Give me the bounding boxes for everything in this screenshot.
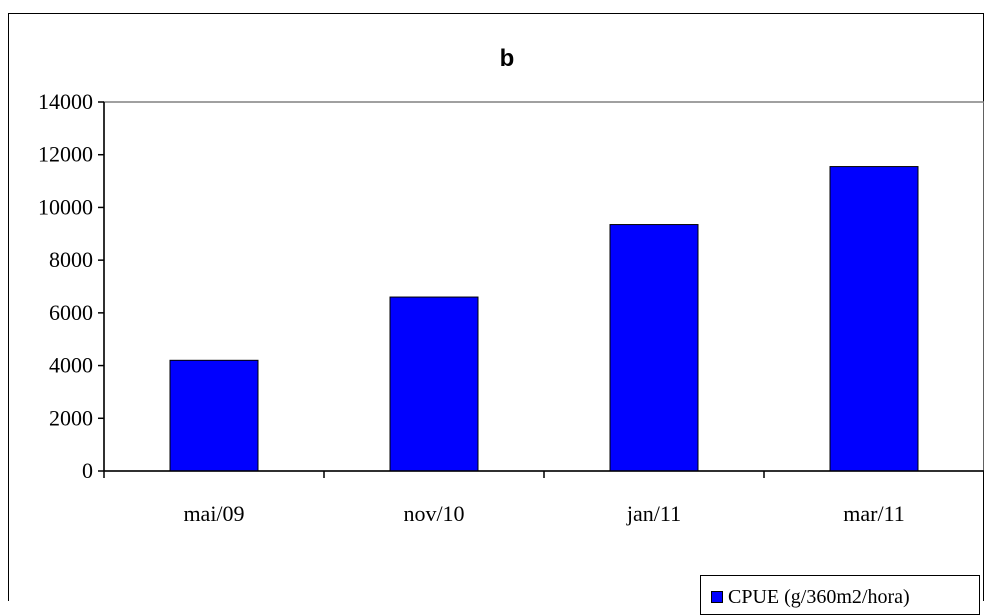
- chart-border: [8, 13, 984, 601]
- y-tick-label: 0: [82, 458, 93, 483]
- y-tick-label: 2000: [49, 405, 93, 430]
- chart-svg: b 0 2000 4000 6000 8000 10000 12000 14000 mai/09…: [8, 13, 984, 601]
- bars-layer: [169, 166, 919, 472]
- y-tick-label: 4000: [49, 353, 93, 378]
- legend-swatch: [711, 591, 723, 603]
- x-tick-label: nov/10: [403, 501, 464, 526]
- axes-layer: 0 2000 4000 6000 8000 10000 12000 14000 mai/09 no…: [38, 89, 984, 526]
- chart-title: b: [500, 45, 515, 72]
- x-tick-label: mar/11: [843, 501, 905, 526]
- bar: [389, 296, 479, 472]
- legend: CPUE (g/360m2/hora): [700, 575, 980, 615]
- chart-frame: b 0 2000 4000 6000 8000 10000 12000 14000 mai/09…: [8, 13, 984, 615]
- y-tick-label: 12000: [38, 142, 93, 167]
- legend-label: CPUE (g/360m2/hora): [728, 586, 910, 608]
- x-tick-label: jan/11: [626, 501, 681, 526]
- bar: [609, 224, 699, 472]
- y-tick-label: 10000: [38, 194, 93, 219]
- y-tick-label: 6000: [49, 300, 93, 325]
- x-tick-label: mai/09: [183, 501, 244, 526]
- y-tick-label: 8000: [49, 247, 93, 272]
- y-tick-label: 14000: [38, 89, 93, 114]
- bar: [169, 359, 259, 472]
- bar: [829, 166, 919, 472]
